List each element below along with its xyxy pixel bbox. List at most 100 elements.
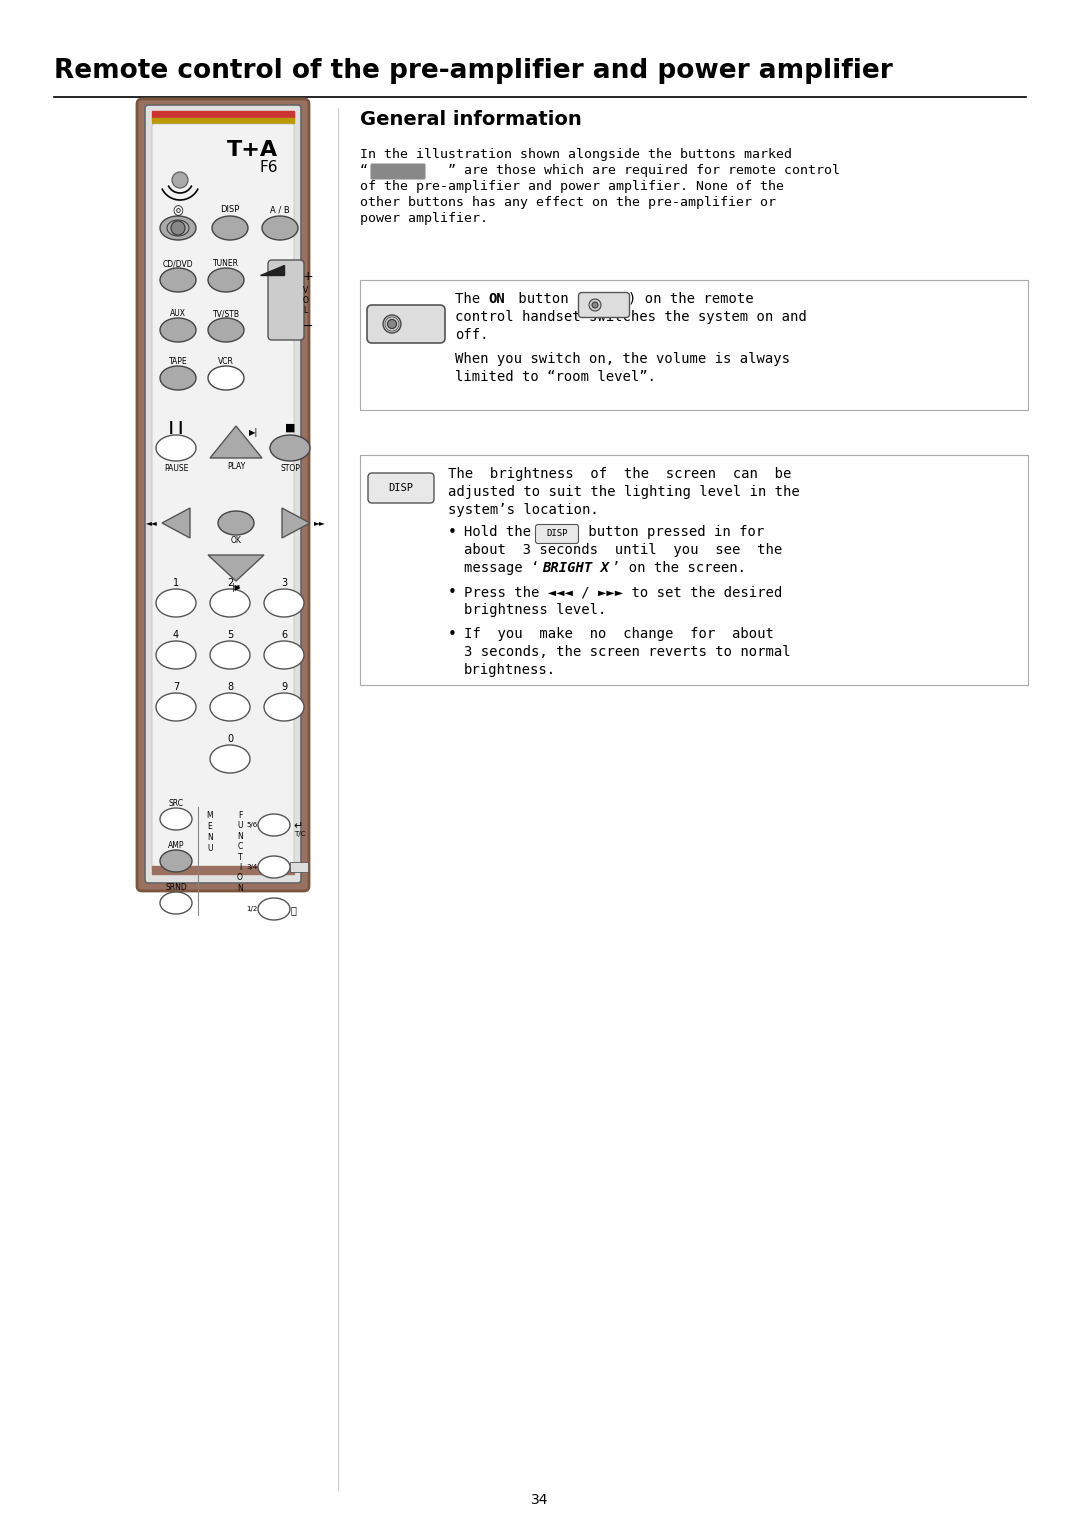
Text: 0: 0 bbox=[227, 733, 233, 744]
Text: AUX: AUX bbox=[170, 310, 186, 318]
Text: brightness.: brightness. bbox=[464, 663, 556, 677]
Text: BRIGHT X: BRIGHT X bbox=[542, 561, 609, 575]
Text: ■: ■ bbox=[285, 423, 295, 432]
Ellipse shape bbox=[264, 694, 303, 721]
Ellipse shape bbox=[210, 694, 249, 721]
Text: ❙❙: ❙❙ bbox=[165, 422, 187, 434]
FancyBboxPatch shape bbox=[152, 124, 294, 869]
Text: If  you  make  no  change  for  about: If you make no change for about bbox=[464, 626, 774, 642]
Text: The: The bbox=[455, 292, 488, 306]
Text: Hold the: Hold the bbox=[464, 526, 539, 539]
Text: 5/6: 5/6 bbox=[246, 822, 258, 828]
Ellipse shape bbox=[212, 215, 248, 240]
Circle shape bbox=[592, 303, 598, 309]
Text: O: O bbox=[303, 296, 309, 306]
Text: ◄◄: ◄◄ bbox=[146, 518, 158, 527]
Text: 34: 34 bbox=[531, 1493, 549, 1507]
FancyBboxPatch shape bbox=[370, 163, 426, 179]
Text: ↵: ↵ bbox=[293, 821, 302, 831]
Text: In the illustration shown alongside the buttons marked: In the illustration shown alongside the … bbox=[360, 148, 792, 160]
Ellipse shape bbox=[160, 850, 192, 872]
Text: PAUSE: PAUSE bbox=[164, 465, 188, 474]
Text: STOP: STOP bbox=[280, 465, 300, 474]
Text: 3 seconds, the screen reverts to normal: 3 seconds, the screen reverts to normal bbox=[464, 645, 791, 659]
Text: A / B: A / B bbox=[270, 205, 289, 214]
Ellipse shape bbox=[258, 814, 291, 836]
Polygon shape bbox=[210, 426, 262, 458]
Text: ►►: ►► bbox=[314, 518, 326, 527]
Ellipse shape bbox=[210, 588, 249, 617]
Text: ’ on the screen.: ’ on the screen. bbox=[612, 561, 746, 575]
Bar bbox=[360, 455, 1028, 685]
Text: DISP: DISP bbox=[220, 205, 240, 214]
Polygon shape bbox=[260, 264, 284, 275]
Ellipse shape bbox=[156, 435, 195, 461]
Text: 1: 1 bbox=[173, 578, 179, 588]
Text: F
U
N
C
T
I
O
N: F U N C T I O N bbox=[238, 811, 243, 892]
Circle shape bbox=[172, 173, 188, 188]
Text: The  brightness  of  the  screen  can  be: The brightness of the screen can be bbox=[448, 468, 792, 481]
Ellipse shape bbox=[160, 318, 195, 342]
Text: TAPE: TAPE bbox=[168, 358, 187, 367]
Text: F6: F6 bbox=[259, 160, 278, 176]
Text: CD/DVD: CD/DVD bbox=[163, 260, 193, 269]
Circle shape bbox=[388, 319, 396, 329]
Text: OK: OK bbox=[230, 536, 242, 545]
Text: brightness level.: brightness level. bbox=[464, 604, 606, 617]
Ellipse shape bbox=[208, 318, 244, 342]
Text: SRND: SRND bbox=[165, 883, 187, 891]
Text: 3: 3 bbox=[281, 578, 287, 588]
Circle shape bbox=[383, 315, 401, 333]
FancyBboxPatch shape bbox=[368, 474, 434, 503]
Ellipse shape bbox=[160, 808, 192, 830]
Text: |▶: |▶ bbox=[232, 584, 240, 591]
FancyBboxPatch shape bbox=[579, 292, 630, 318]
Bar bbox=[291, 862, 308, 872]
Ellipse shape bbox=[208, 267, 244, 292]
FancyBboxPatch shape bbox=[137, 99, 309, 891]
Text: 🔈: 🔈 bbox=[291, 905, 297, 915]
Text: SRC: SRC bbox=[168, 799, 184, 807]
Text: TUNER: TUNER bbox=[213, 260, 239, 269]
Bar bbox=[152, 866, 294, 874]
Polygon shape bbox=[162, 507, 190, 538]
Text: off.: off. bbox=[455, 329, 488, 342]
Text: 5: 5 bbox=[227, 630, 233, 640]
Text: VCR: VCR bbox=[218, 358, 234, 367]
Ellipse shape bbox=[258, 856, 291, 879]
Ellipse shape bbox=[156, 642, 195, 669]
Ellipse shape bbox=[208, 367, 244, 390]
Ellipse shape bbox=[218, 510, 254, 535]
Text: ON: ON bbox=[488, 292, 504, 306]
Bar bbox=[152, 118, 294, 122]
Text: 2: 2 bbox=[227, 578, 233, 588]
Bar bbox=[152, 112, 294, 118]
Ellipse shape bbox=[270, 435, 310, 461]
Ellipse shape bbox=[156, 588, 195, 617]
Text: ◎: ◎ bbox=[173, 205, 184, 217]
Ellipse shape bbox=[264, 642, 303, 669]
Bar bbox=[360, 280, 1028, 410]
Text: DISP: DISP bbox=[546, 530, 568, 538]
Text: •: • bbox=[448, 626, 457, 642]
Text: •: • bbox=[448, 526, 457, 539]
Circle shape bbox=[589, 299, 600, 312]
Text: 4: 4 bbox=[173, 630, 179, 640]
Text: When you switch on, the volume is always: When you switch on, the volume is always bbox=[455, 351, 789, 367]
Text: ) on the remote: ) on the remote bbox=[627, 292, 754, 306]
Text: +: + bbox=[303, 270, 313, 283]
Text: General information: General information bbox=[360, 110, 582, 128]
Text: Press the ◄◄◄ / ►►► to set the desired: Press the ◄◄◄ / ►►► to set the desired bbox=[464, 585, 782, 599]
FancyBboxPatch shape bbox=[367, 306, 445, 342]
Text: “          ” are those which are required for remote control: “ ” are those which are required for rem… bbox=[360, 163, 840, 177]
Polygon shape bbox=[282, 507, 310, 538]
Text: Remote control of the pre-amplifier and power amplifier: Remote control of the pre-amplifier and … bbox=[54, 58, 893, 84]
Text: button pressed in for: button pressed in for bbox=[580, 526, 765, 539]
Text: adjusted to suit the lighting level in the: adjusted to suit the lighting level in t… bbox=[448, 484, 800, 500]
Ellipse shape bbox=[160, 892, 192, 914]
Text: TV/STB: TV/STB bbox=[213, 310, 240, 318]
Ellipse shape bbox=[264, 588, 303, 617]
FancyBboxPatch shape bbox=[536, 524, 579, 544]
Text: V: V bbox=[303, 286, 308, 295]
Polygon shape bbox=[208, 555, 264, 581]
